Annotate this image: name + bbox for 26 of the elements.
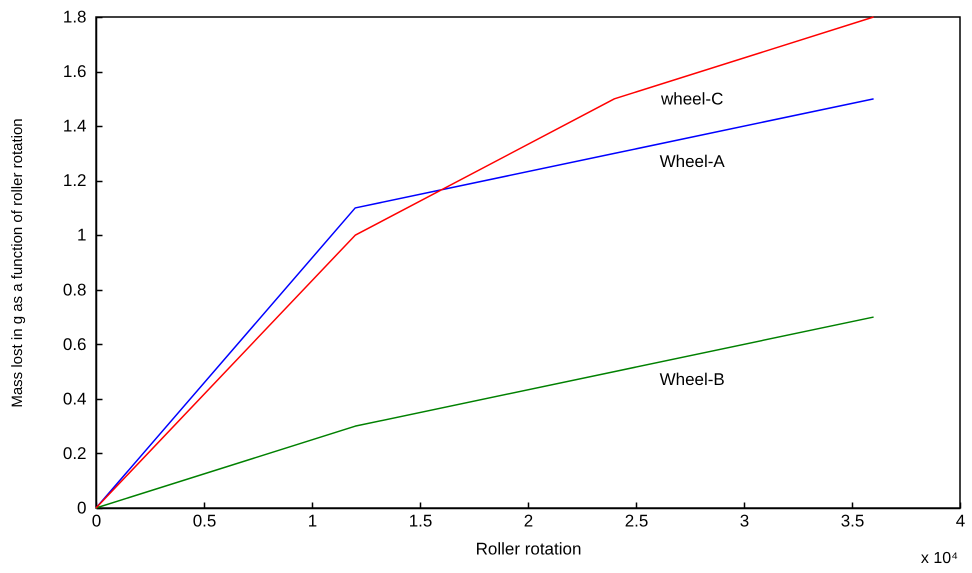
- x-tick-label: 1.5: [408, 512, 432, 530]
- x-tick-label: 3: [740, 512, 750, 530]
- y-tick-label: 0.2: [62, 444, 86, 463]
- series-label: wheel-C: [660, 89, 724, 108]
- y-tick-label: 1.4: [62, 116, 86, 136]
- x-tick-label: 3.5: [840, 512, 864, 530]
- x-axis-title: Roller rotation: [476, 540, 582, 558]
- x-tick-label: 4: [956, 512, 966, 530]
- x-tick-label: 0.5: [192, 512, 216, 530]
- series-label: Wheel-A: [660, 152, 726, 172]
- y-axis-title: Mass lost in g as a function of roller rotation: [8, 118, 26, 408]
- y-tick-label: 0.6: [62, 334, 86, 354]
- y-tick-label: 0.4: [62, 389, 86, 408]
- x-tick-label: 2: [524, 512, 534, 530]
- line-series: [95, 316, 874, 509]
- x-tick-label: 1: [308, 512, 318, 530]
- y-tick-label: 0.8: [62, 280, 86, 300]
- x-tick-label: 0: [92, 512, 102, 530]
- y-tick-label: 1.6: [62, 62, 86, 82]
- y-tick-label: 1: [77, 226, 86, 245]
- x-tick-label: 2.5: [624, 512, 648, 530]
- y-tick-label: 0: [77, 498, 86, 518]
- y-tick-label: 1.8: [62, 8, 86, 26]
- y-tick-label: 1.2: [62, 171, 86, 190]
- series-label: Wheel-B: [660, 370, 725, 390]
- text: x 10⁴: [920, 550, 958, 567]
